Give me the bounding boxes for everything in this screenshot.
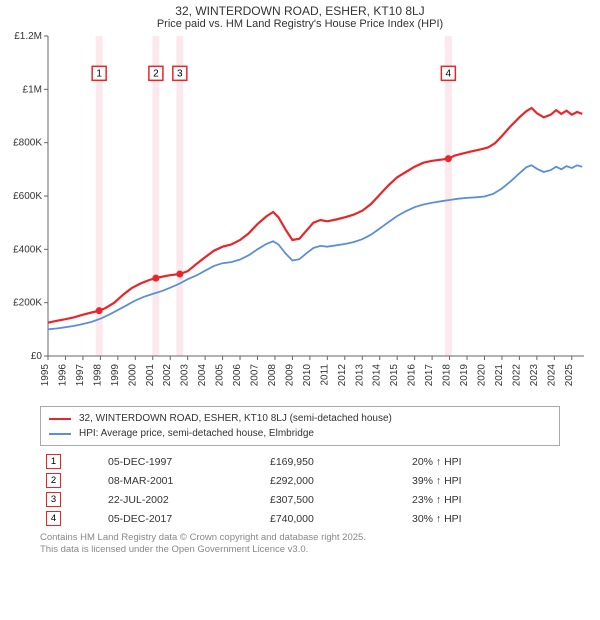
- legend-swatch-red: [49, 418, 71, 420]
- svg-text:2000: 2000: [127, 364, 138, 387]
- legend-label-blue: HPI: Average price, semi-detached house,…: [79, 426, 314, 441]
- svg-text:2021: 2021: [494, 364, 505, 387]
- svg-text:2017: 2017: [424, 364, 435, 387]
- sale-date: 22-JUL-2002: [102, 490, 264, 509]
- svg-text:2006: 2006: [232, 364, 243, 387]
- svg-text:2018: 2018: [442, 364, 453, 387]
- sale-price: £307,500: [264, 490, 406, 509]
- sale-point: [96, 307, 103, 314]
- sale-date: 05-DEC-1997: [102, 452, 264, 471]
- svg-text:2009: 2009: [284, 364, 295, 387]
- attribution-line2: This data is licensed under the Open Gov…: [40, 544, 560, 556]
- chart-titles: 32, WINTERDOWN ROAD, ESHER, KT10 8LJ Pri…: [0, 0, 600, 30]
- sale-price: £292,000: [264, 471, 406, 490]
- svg-text:2023: 2023: [529, 364, 540, 387]
- svg-text:2013: 2013: [354, 364, 365, 387]
- sales-row: 1 05-DEC-1997£169,95020% ↑ HPI: [40, 452, 560, 471]
- svg-text:2001: 2001: [145, 364, 156, 387]
- svg-text:2016: 2016: [407, 364, 418, 387]
- sale-date: 05-DEC-2017: [102, 509, 264, 528]
- series-blue: [48, 165, 582, 329]
- svg-text:£400K: £400K: [13, 244, 42, 255]
- svg-text:1995: 1995: [40, 364, 51, 387]
- legend-label-red: 32, WINTERDOWN ROAD, ESHER, KT10 8LJ (se…: [79, 411, 392, 426]
- svg-text:2002: 2002: [162, 364, 173, 387]
- sale-delta: 20% ↑ HPI: [406, 452, 560, 471]
- svg-text:£1M: £1M: [23, 84, 42, 95]
- svg-text:4: 4: [446, 68, 452, 79]
- svg-text:1999: 1999: [110, 364, 121, 387]
- sale-point: [445, 155, 452, 162]
- svg-text:3: 3: [177, 68, 183, 79]
- svg-text:2011: 2011: [319, 364, 330, 386]
- svg-text:2020: 2020: [476, 364, 487, 387]
- attribution-line1: Contains HM Land Registry data © Crown c…: [40, 532, 560, 544]
- svg-text:2004: 2004: [197, 364, 208, 387]
- svg-text:2025: 2025: [564, 364, 575, 387]
- svg-text:2019: 2019: [459, 364, 470, 387]
- svg-text:2003: 2003: [180, 364, 191, 387]
- svg-text:£200K: £200K: [13, 298, 42, 309]
- svg-text:£1.2M: £1.2M: [14, 31, 42, 42]
- sale-delta: 23% ↑ HPI: [406, 490, 560, 509]
- svg-text:2015: 2015: [389, 364, 400, 387]
- svg-text:1998: 1998: [92, 364, 103, 387]
- sale-price: £169,950: [264, 452, 406, 471]
- sales-table: 1 05-DEC-1997£169,95020% ↑ HPI 2 08-MAR-200…: [40, 452, 560, 528]
- attribution: Contains HM Land Registry data © Crown c…: [40, 532, 560, 557]
- title-address: 32, WINTERDOWN ROAD, ESHER, KT10 8LJ: [0, 4, 600, 18]
- svg-text:2022: 2022: [511, 364, 522, 387]
- legend-swatch-blue: [49, 433, 71, 435]
- legend-row-red: 32, WINTERDOWN ROAD, ESHER, KT10 8LJ (se…: [49, 411, 551, 426]
- price-chart: £0 £200K £400K £600K £800K £1M £1.2M 1995 1996 19…: [0, 30, 600, 402]
- svg-text:2005: 2005: [215, 364, 226, 387]
- svg-text:2: 2: [153, 68, 159, 79]
- chart-area: £0 £200K £400K £600K £800K £1M £1.2M 1995 1996 19…: [0, 30, 600, 402]
- sale-delta: 30% ↑ HPI: [406, 509, 560, 528]
- svg-text:2010: 2010: [302, 364, 313, 387]
- sales-row: 4 05-DEC-2017£740,00030% ↑ HPI: [40, 509, 560, 528]
- svg-text:£600K: £600K: [13, 191, 42, 202]
- sale-marker-icon: 1: [46, 454, 61, 469]
- svg-text:2024: 2024: [546, 364, 557, 387]
- svg-text:1: 1: [96, 68, 102, 79]
- svg-text:2007: 2007: [250, 364, 261, 387]
- legend-row-blue: HPI: Average price, semi-detached house,…: [49, 426, 551, 441]
- svg-text:£800K: £800K: [13, 138, 42, 149]
- svg-text:2008: 2008: [267, 364, 278, 387]
- series-red: [48, 108, 582, 323]
- sale-delta: 39% ↑ HPI: [406, 471, 560, 490]
- sale-price: £740,000: [264, 509, 406, 528]
- sales-row: 3 22-JUL-2002£307,50023% ↑ HPI: [40, 490, 560, 509]
- sale-marker-icon: 4: [46, 511, 61, 526]
- sale-point: [176, 271, 183, 278]
- svg-text:2014: 2014: [372, 364, 383, 387]
- svg-text:2012: 2012: [337, 364, 348, 387]
- svg-text:1997: 1997: [75, 364, 86, 387]
- title-subtitle: Price paid vs. HM Land Registry's House …: [0, 18, 600, 30]
- sale-point: [152, 275, 159, 282]
- sale-date: 08-MAR-2001: [102, 471, 264, 490]
- svg-text:£0: £0: [31, 351, 43, 362]
- legend: 32, WINTERDOWN ROAD, ESHER, KT10 8LJ (se…: [40, 406, 560, 446]
- sale-marker-icon: 2: [46, 473, 61, 488]
- sales-row: 2 08-MAR-2001£292,00039% ↑ HPI: [40, 471, 560, 490]
- svg-text:1996: 1996: [57, 364, 68, 387]
- sale-marker-icon: 3: [46, 492, 61, 507]
